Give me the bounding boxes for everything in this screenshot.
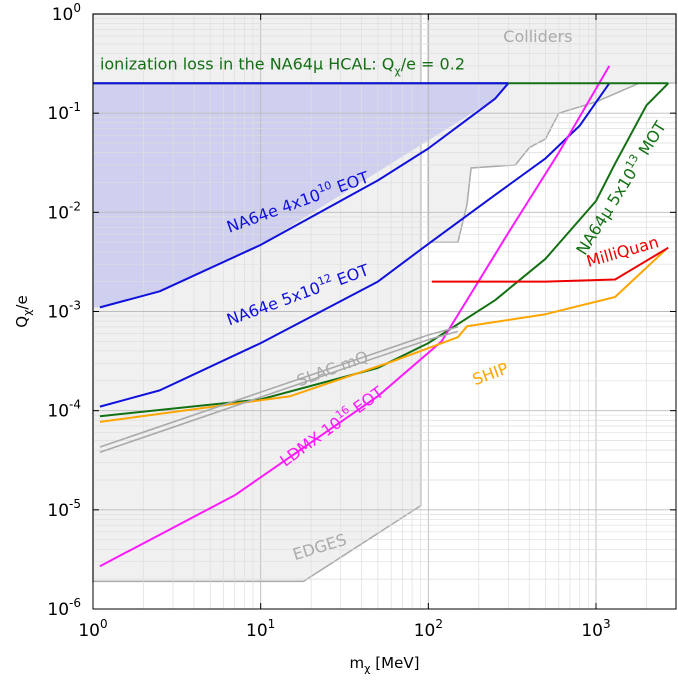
series-line-ship <box>99 248 667 423</box>
series-line-na64-5x10-13-mot <box>99 82 670 418</box>
excluded-region-colliders <box>427 13 677 243</box>
grid <box>92 13 676 610</box>
x-tick-labels: 100 101 102 103 <box>78 617 610 641</box>
y-tick-label: 10-5 <box>47 497 81 521</box>
excluded-regions <box>92 13 677 583</box>
series-lines <box>93 65 670 568</box>
y-tick-label: 10-3 <box>47 299 81 323</box>
x-tick-label: 103 <box>581 617 610 641</box>
x-tick-label: 101 <box>246 617 275 641</box>
y-tick-label: 10-1 <box>47 100 81 124</box>
y-tick-label: 10-2 <box>47 199 81 223</box>
y-axis-label: Qχ/e <box>13 295 34 327</box>
y-tick-labels: 10-6 10-5 10-4 10-3 10-2 10-1 100 <box>47 1 81 620</box>
y-tick-label: 100 <box>52 1 81 25</box>
y-tick-label: 10-6 <box>47 596 81 620</box>
axes <box>92 13 677 610</box>
y-tick-label: 10-4 <box>47 398 81 422</box>
series-line-ldmx-10-16-eot <box>99 65 611 568</box>
label-colliders: Colliders <box>503 27 572 46</box>
label-ionization: ionization loss in the NA64μ HCAL: Qχ/e … <box>100 55 465 78</box>
x-axis-label: mχ [MeV] <box>350 654 420 675</box>
series-line-slac-mq-upper <box>99 326 459 448</box>
series-line-na64e-4x10-10-eot <box>99 82 510 309</box>
na64e-excluded-region <box>93 83 509 308</box>
series-line-slac-mq-lower <box>99 330 459 454</box>
x-tick-label: 102 <box>414 617 443 641</box>
series-line-milliquan <box>431 246 669 283</box>
x-tick-label: 100 <box>78 617 107 641</box>
